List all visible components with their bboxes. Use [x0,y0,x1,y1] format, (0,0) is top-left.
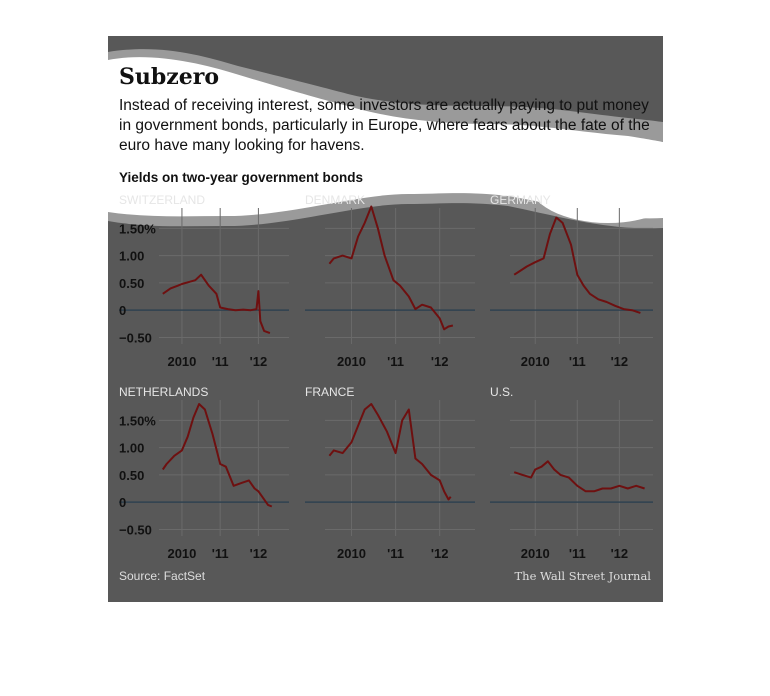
chart-subtitle: Instead of receiving interest, some inve… [119,97,650,154]
series-line [328,403,452,501]
chart-subhead: Yields on two-year government bonds [119,170,364,185]
y-tick-label: 0 [119,303,126,318]
x-tick-label: '11 [569,546,586,561]
panel-title: DENMARK [305,193,365,207]
y-tick-label: 0.50 [119,468,144,483]
series-line [513,460,645,493]
source-note: Source: FactSet [119,569,206,583]
panel-title: GERMANY [490,193,551,207]
x-tick-label: '12 [431,546,449,561]
x-tick-label: 2010 [337,354,366,369]
x-tick-label: 2010 [337,546,366,561]
y-tick-label: 1.50% [119,221,156,236]
publisher-credit: The Wall Street Journal [514,569,652,583]
x-tick-label: '11 [569,354,586,369]
y-tick-label: 1.50% [119,413,156,428]
series-line [162,273,271,335]
panel-title: FRANCE [305,385,354,399]
x-tick-label: '11 [212,354,229,369]
white-blob-overlay [108,49,663,229]
panel-u-s: U.S. 2010 '11 '12 [490,385,653,561]
x-tick-label: 2010 [167,546,196,561]
series-line [513,216,641,314]
panel-title: U.S. [490,385,513,399]
white-blob-right [528,139,663,223]
chart-title: Subzero [119,64,220,90]
y-tick-label: 1.00 [119,249,144,264]
y-tick-label: 0.50 [119,276,144,291]
x-tick-label: '12 [611,546,629,561]
x-tick-label: 2010 [521,546,550,561]
x-tick-label: '12 [611,354,629,369]
y-tick-label: −0.50 [119,522,152,537]
x-tick-label: 2010 [167,354,196,369]
panel-title: NETHERLANDS [119,385,208,399]
y-tick-label: −0.50 [119,330,152,345]
x-tick-label: '12 [250,546,268,561]
series-line [328,205,454,331]
y-tick-label: 1.00 [119,441,144,456]
x-tick-label: '12 [250,354,268,369]
x-tick-label: '11 [387,546,404,561]
small-multiples: SWITZERLAND 1.50% 1.00 0.50 0 −0.50 2010 '11 '12… [119,193,653,561]
y-tick-label: 0 [119,495,126,510]
x-tick-label: '11 [387,354,404,369]
series-line [161,403,273,508]
panel-denmark: DENMARK 2010 '11 '12 [305,193,475,369]
panel-netherlands: NETHERLANDS 1.50% 1.00 0.50 0 −0.50 2010 '11 '12 [119,385,289,561]
chart-figure: Subzero Instead of receiving interest, s… [108,36,663,602]
panel-switzerland: SWITZERLAND 1.50% 1.00 0.50 0 −0.50 2010 '11 '12 [119,193,289,369]
panel-title: SWITZERLAND [119,193,205,207]
x-tick-label: '11 [212,546,229,561]
x-tick-label: '12 [431,354,449,369]
panel-germany: GERMANY 2010 '11 '12 [490,193,653,369]
panel-france: FRANCE 2010 '11 '12 [305,385,475,561]
x-tick-label: 2010 [521,354,550,369]
white-blob [108,57,663,219]
